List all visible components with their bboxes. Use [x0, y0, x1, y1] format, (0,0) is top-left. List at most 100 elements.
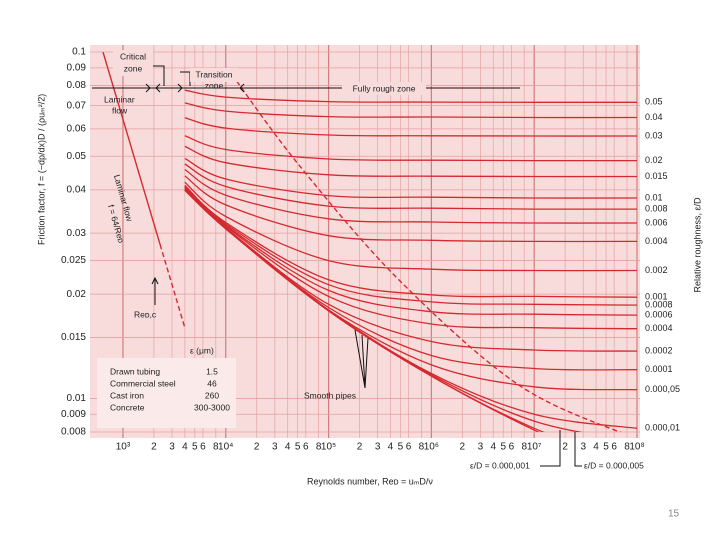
x-tick-label: 3 — [580, 442, 586, 453]
x-tick-label: 4 — [593, 442, 599, 453]
friction-curve — [184, 117, 637, 137]
table-header: ε (μm) — [190, 345, 214, 355]
x-tick-label: 6 — [406, 442, 412, 453]
friction-curve — [184, 181, 637, 272]
dashed-line — [231, 74, 622, 432]
x-tick-label: 5 — [192, 442, 198, 453]
table-cell: 1.5 — [206, 366, 218, 376]
x-tick-label: 5 — [398, 442, 404, 453]
y-tick-label: 0.08 — [67, 80, 87, 91]
y-tick-label: 0.06 — [67, 123, 87, 134]
x-tick-label: 10³ — [116, 442, 131, 453]
page-number: 15 — [668, 509, 680, 520]
curve-label: ε/D = 0.000,005 — [584, 460, 644, 470]
x-tick-label: 3 — [478, 442, 484, 453]
y-tick-label: 0.1 — [72, 47, 86, 58]
annotation: flow — [112, 105, 128, 115]
x-tick-label: 8 — [419, 442, 425, 453]
x-tick-label: 5 — [500, 442, 506, 453]
roughness-label: 0.001 — [645, 292, 668, 302]
x-tick-label: 2 — [151, 442, 157, 453]
y-axis-label: Friction factor, f = (−dp/dx)D / (ρuₘ²/2… — [36, 94, 46, 245]
rough-box — [342, 82, 426, 95]
table-cell: Commercial steel — [110, 378, 176, 388]
x-tick-label: 10⁶ — [424, 442, 439, 453]
labels: 10³ 2 3 4 5 6 8 10⁴ 2 3 4 5 6 8 10⁵ 2 3 4 5 6 8 10⁶ 2 3 4 5 6 8 10⁷ 2… — [61, 47, 680, 471]
roughness-label: 0.015 — [645, 171, 668, 181]
x-tick-label: 10⁴ — [218, 442, 233, 453]
x-tick-label: 2 — [460, 442, 466, 453]
roughness-label: 0.000,05 — [645, 384, 680, 394]
arrow — [151, 276, 159, 305]
x-tick-label: 8 — [213, 442, 219, 453]
roughness-label: 0.002 — [645, 265, 668, 275]
roughness-label: 0.03 — [645, 130, 663, 140]
leader — [540, 430, 561, 467]
y-tick-label: 0.015 — [61, 332, 86, 343]
x-axis-label: Reynolds number, Reᴅ = uₘD/ν — [307, 476, 433, 486]
x-tick-label: 5 — [295, 442, 301, 453]
roughness-label: 0.04 — [645, 112, 663, 122]
annotation: Transition — [195, 69, 232, 79]
y-tick-label: 0.04 — [67, 184, 87, 195]
table-cell: Drawn tubing — [110, 366, 160, 376]
friction-curve — [184, 135, 637, 162]
friction-curve — [184, 186, 637, 316]
x-tick-label: 5 — [603, 442, 609, 453]
x-tick-label: 8 — [316, 442, 322, 453]
y-tick-label: 0.009 — [61, 409, 86, 420]
table-cell: 300-3000 — [194, 402, 230, 412]
annotation: Laminar — [104, 94, 135, 104]
roughness-label: 0.0004 — [645, 323, 673, 333]
laminar-line — [102, 52, 161, 245]
x-tick-label: 3 — [169, 442, 175, 453]
y-tick-label: 0.01 — [67, 393, 87, 404]
x-tick-label: 2 — [357, 442, 363, 453]
y2-axis-label: Relative roughness, ε/D — [692, 197, 702, 293]
annotation: Reᴅ,c — [134, 309, 157, 319]
x-tick-label: 8 — [624, 442, 630, 453]
roughness-label: 0.05 — [645, 97, 663, 107]
x-tick-label: 10⁸ — [629, 442, 644, 453]
smooth-leader — [354, 329, 369, 389]
friction-curve — [184, 187, 637, 330]
y-tick-label: 0.05 — [67, 151, 87, 162]
roughness-label: 0.0001 — [645, 364, 673, 374]
transition-box — [190, 68, 238, 82]
x-tick-label: 3 — [375, 442, 381, 453]
roughness-label: 0.0006 — [645, 309, 673, 319]
x-tick-label: 8 — [521, 442, 527, 453]
table-cell: 46 — [207, 378, 217, 388]
table-cell: Concrete — [110, 402, 145, 412]
x-tick-label: 4 — [182, 442, 188, 453]
x-tick-label: 6 — [509, 442, 515, 453]
annotation: zone — [205, 80, 224, 90]
friction-curve — [184, 189, 540, 432]
annotation: zone — [124, 63, 143, 73]
friction-curve — [184, 145, 637, 178]
x-tick-label: 4 — [388, 442, 394, 453]
annotation: Fully rough zone — [353, 83, 416, 93]
table-box — [97, 358, 236, 428]
roughness-label: 0.000,01 — [645, 423, 680, 433]
x-tick-label: 2 — [254, 442, 260, 453]
y-tick-label: 0.09 — [67, 62, 87, 73]
x-tick-label: 6 — [611, 442, 617, 453]
friction-curve — [184, 168, 637, 224]
critical-leader — [150, 65, 165, 86]
x-tick-label: 10⁷ — [527, 442, 542, 453]
y-tick-label: 0.02 — [67, 289, 87, 300]
roughness-label: 0.0002 — [645, 345, 673, 355]
leader — [574, 432, 582, 467]
roughness-label: 0.01 — [645, 192, 663, 202]
x-tick-label: 4 — [490, 442, 496, 453]
friction-curve — [184, 184, 637, 298]
y-tick-label: 0.008 — [61, 427, 86, 438]
friction-curve — [184, 89, 637, 103]
curve-label: Smooth pipes — [304, 390, 356, 400]
friction-curve — [184, 157, 637, 199]
table-cell: Cast iron — [110, 390, 144, 400]
curve-label: ε/D = 0.000,001 — [470, 460, 530, 470]
x-tick-label: 6 — [200, 442, 206, 453]
